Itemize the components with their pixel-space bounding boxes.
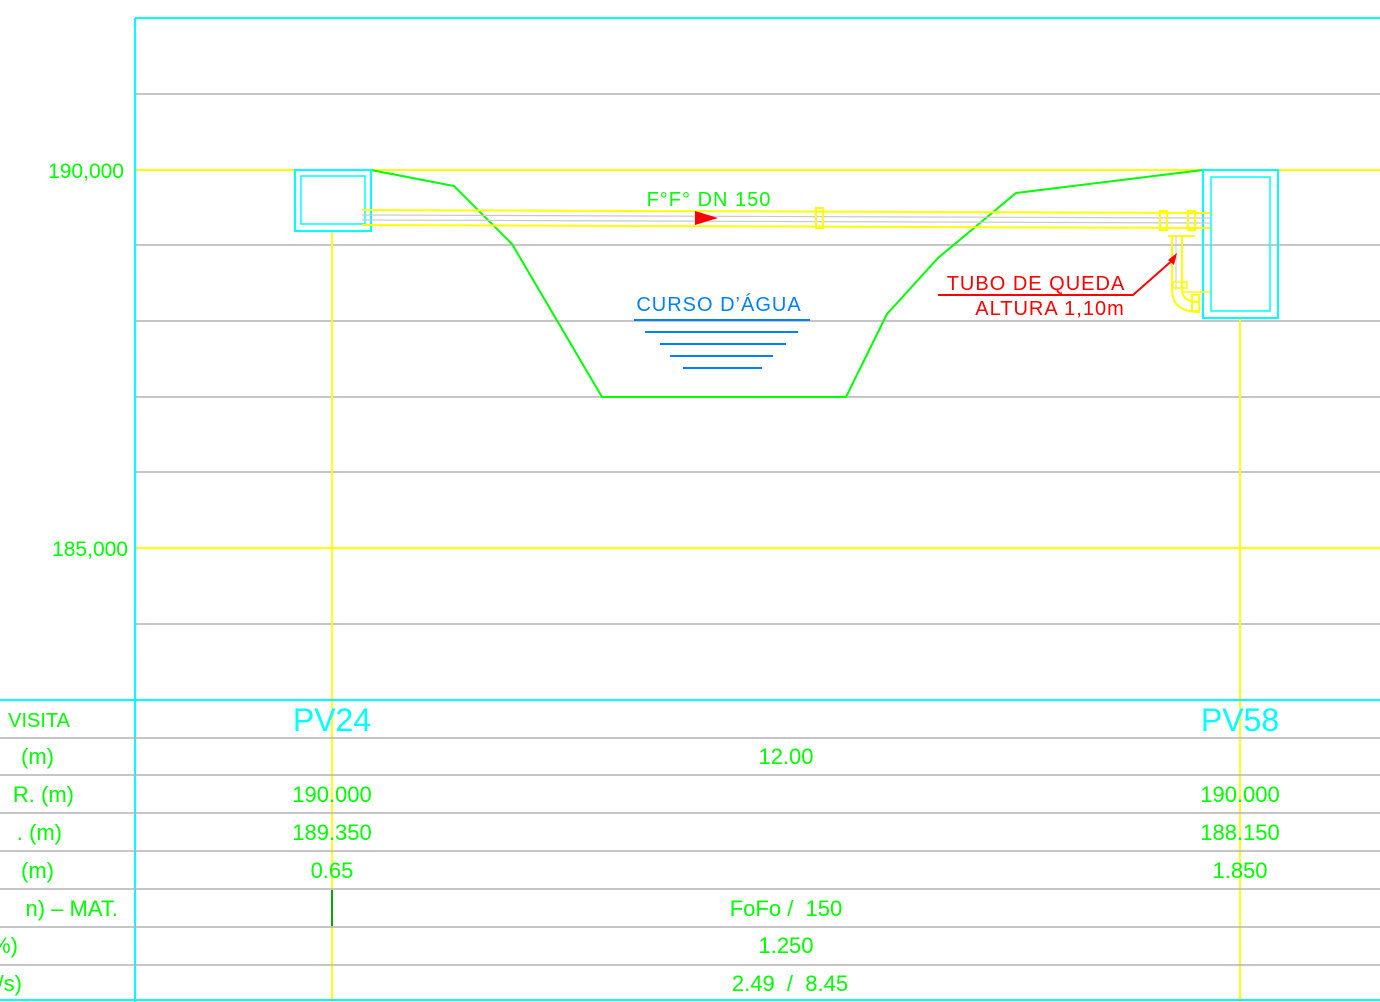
row-label-cota-terreno: R. (m)	[13, 782, 74, 807]
segment-diametro-material: FoFo / 150	[730, 896, 843, 921]
pipe-label: F°F° DN 150	[647, 189, 772, 211]
manhole-pv58	[1202, 169, 1279, 319]
manhole-id-pv24: PV24	[293, 702, 371, 738]
water-symbol	[634, 319, 810, 369]
elevation-label-upper: 190,000	[48, 160, 124, 183]
pv24-cota-terreno: 190.000	[292, 782, 372, 807]
data-table	[0, 699, 1380, 1001]
flow-direction-arrow	[695, 211, 718, 225]
sewer-pipe	[361, 207, 1211, 231]
pv24-profundidade: 0.65	[311, 858, 354, 883]
elevation-label-lower: 185,000	[52, 538, 128, 561]
drop-tube	[1168, 227, 1210, 313]
pv58-cota-coletor: 188.150	[1200, 820, 1280, 845]
row-label-visita: VISITA	[8, 710, 71, 732]
terrain-profile	[370, 169, 1204, 398]
drawing-frame	[134, 17, 1380, 1002]
profile-grid	[135, 93, 1380, 625]
row-label-diametro-material: n) – MAT.	[25, 896, 118, 921]
manhole-id-pv58: PV58	[1201, 702, 1279, 738]
pv58-cota-terreno: 190.000	[1200, 782, 1280, 807]
leader-arrowhead	[1168, 253, 1177, 265]
drop-tube-label-line1: TUBO DE QUEDA	[947, 273, 1126, 295]
pv24-cota-coletor: 189.350	[292, 820, 372, 845]
row-label-profundidade: (m)	[21, 858, 54, 883]
segment-declividade: 1.250	[758, 933, 813, 958]
row-label-extensao: (m)	[21, 744, 54, 769]
pv58-profundidade: 1.850	[1212, 858, 1267, 883]
manhole-pv24	[294, 169, 372, 232]
row-label-declividade: %)	[0, 933, 18, 958]
row-label-cota-coletor: . (m)	[17, 820, 62, 845]
water-course-label: CURSO D’ÁGUA	[636, 293, 801, 316]
drop-tube-label-line2: ALTURA 1,10m	[975, 298, 1124, 320]
segment-extensao: 12.00	[758, 744, 813, 769]
drop-tube-leader	[938, 257, 1176, 296]
row-label-vazao: /s)	[0, 971, 22, 996]
segment-vazao: 2.49 / 8.45	[732, 971, 848, 996]
